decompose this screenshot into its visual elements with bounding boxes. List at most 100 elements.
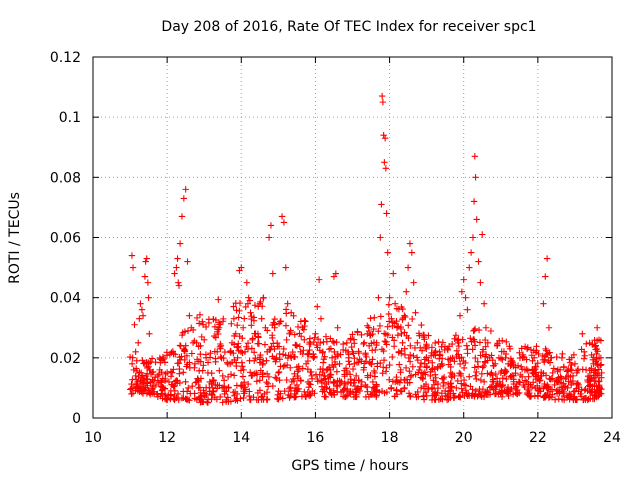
roti-point	[549, 369, 556, 377]
roti-point	[567, 391, 574, 399]
x-tick-label: 16	[307, 430, 325, 446]
roti-point	[264, 383, 272, 390]
roti-point	[330, 391, 338, 398]
roti-point	[136, 315, 143, 322]
roti-point	[241, 315, 248, 322]
roti-point	[420, 333, 427, 341]
roti-point	[167, 387, 175, 395]
roti-point	[217, 320, 224, 328]
roti-point	[183, 388, 191, 395]
roti-point	[317, 315, 325, 322]
roti-point	[351, 360, 358, 368]
roti-point	[384, 331, 392, 339]
roti-point	[290, 312, 297, 320]
roti-point	[330, 339, 338, 347]
roti-point	[568, 381, 575, 389]
roti-point	[263, 379, 270, 386]
roti-point	[180, 369, 187, 376]
roti-point	[327, 335, 334, 342]
roti-point	[175, 279, 182, 286]
roti-point	[397, 323, 405, 331]
roti-point	[345, 354, 352, 362]
roti-point	[380, 357, 388, 364]
roti-point	[568, 354, 575, 361]
roti-point	[532, 363, 540, 371]
roti-point	[543, 347, 550, 354]
roti-point	[480, 362, 488, 370]
roti-point	[315, 276, 323, 283]
roti-point	[212, 355, 219, 362]
roti-point	[495, 354, 503, 362]
roti-point	[145, 294, 152, 301]
roti-point	[386, 294, 393, 301]
roti-point	[277, 318, 284, 325]
roti-point	[273, 354, 280, 362]
roti-point	[466, 373, 473, 380]
roti-point	[304, 351, 311, 358]
roti-point	[527, 346, 535, 353]
roti-point	[244, 339, 252, 347]
roti-point	[175, 282, 183, 289]
roti-point	[479, 364, 486, 371]
roti-point	[256, 300, 264, 307]
roti-point	[256, 377, 264, 384]
roti-point	[443, 396, 451, 404]
roti-point	[526, 393, 534, 400]
roti-point	[231, 392, 238, 400]
roti-point	[505, 360, 512, 368]
roti-point	[472, 354, 479, 362]
roti-point	[519, 351, 527, 359]
roti-point	[132, 372, 139, 380]
roti-point	[547, 376, 554, 383]
roti-point	[382, 338, 390, 346]
roti-point	[472, 372, 479, 379]
roti-point	[456, 312, 464, 319]
roti-point	[389, 378, 397, 385]
roti-point	[422, 371, 429, 378]
roti-point	[410, 352, 417, 360]
roti-point	[440, 382, 447, 390]
roti-point	[333, 383, 340, 390]
roti-point	[405, 334, 412, 342]
roti-point	[137, 300, 144, 307]
roti-point	[297, 333, 305, 340]
roti-point	[452, 332, 460, 339]
roti-point	[197, 399, 204, 406]
axis-ticks	[92, 56, 613, 419]
roti-point	[252, 369, 260, 377]
roti-point	[388, 315, 395, 322]
roti-point	[233, 362, 240, 370]
roti-point	[458, 288, 466, 295]
roti-point	[338, 378, 345, 386]
roti-point	[299, 365, 306, 372]
roti-point	[247, 369, 254, 376]
roti-point	[517, 363, 525, 371]
y-tick-label: 0	[72, 411, 81, 427]
roti-point	[506, 345, 514, 353]
roti-point	[245, 294, 252, 301]
roti-point	[195, 320, 203, 327]
roti-point	[311, 353, 318, 360]
roti-point	[304, 366, 312, 373]
roti-point	[553, 353, 560, 361]
roti-point	[331, 348, 338, 356]
roti-point	[169, 348, 177, 355]
roti-point	[128, 360, 136, 368]
roti-point	[270, 319, 277, 326]
roti-point	[321, 388, 328, 395]
roti-point	[415, 393, 422, 400]
roti-point	[334, 388, 341, 396]
roti-point	[265, 234, 273, 241]
roti-point	[379, 369, 386, 377]
roti-point	[404, 264, 412, 271]
roti-point	[356, 356, 363, 363]
roti-point	[173, 264, 180, 271]
roti-point	[381, 337, 389, 345]
roti-point	[241, 348, 249, 356]
roti-point	[275, 368, 283, 376]
roti-point	[147, 358, 154, 366]
roti-point	[397, 366, 404, 374]
roti-point	[450, 394, 457, 401]
